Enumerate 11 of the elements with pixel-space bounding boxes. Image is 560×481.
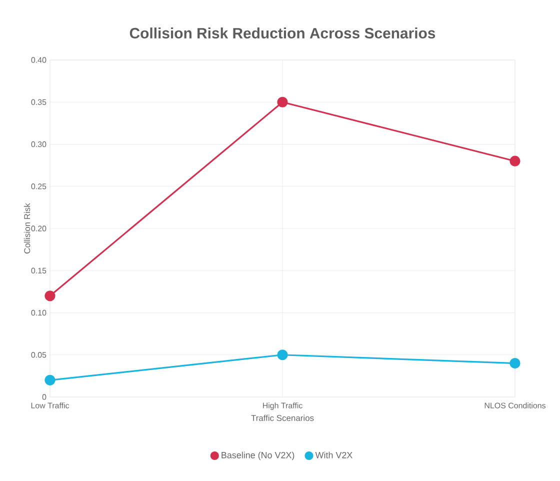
chart-title: Collision Risk Reduction Across Scenarios [130,28,436,38]
point [510,156,520,166]
point [277,96,288,108]
legend-label: With V2X [315,452,352,458]
y-axis-title: Collision Risk [24,203,30,254]
point [277,350,288,360]
point [44,374,56,386]
x-axis-title: Traffic Scenarios [251,414,314,422]
point [44,290,56,302]
legend-label: Baseline (No V2X) [222,452,294,460]
point [510,358,520,369]
